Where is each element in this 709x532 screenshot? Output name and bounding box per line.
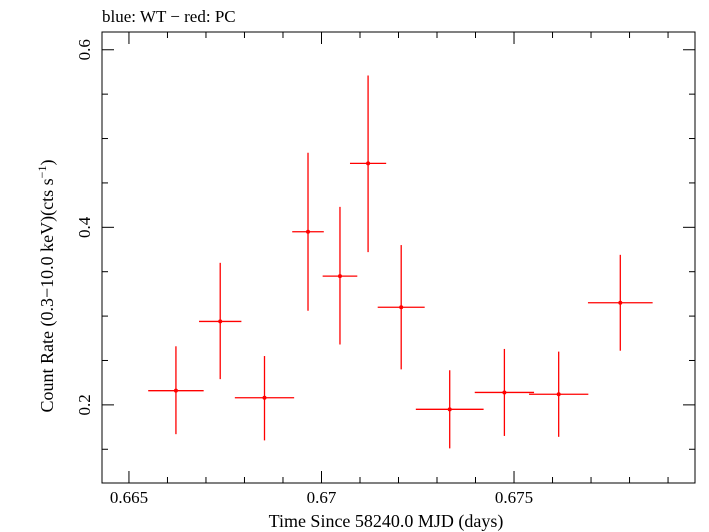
data-marker bbox=[447, 407, 452, 412]
data-marker bbox=[262, 395, 267, 400]
data-marker bbox=[556, 392, 561, 397]
data-point bbox=[292, 152, 324, 311]
chart-title: blue: WT − red: PC bbox=[102, 7, 236, 26]
data-point bbox=[148, 346, 204, 435]
plot-frame bbox=[101, 31, 696, 484]
data-point bbox=[377, 245, 425, 370]
data-point bbox=[474, 348, 535, 436]
y-axis-label-sup: −1 bbox=[35, 166, 49, 179]
data-point bbox=[415, 370, 484, 449]
x-tick-label: 0.665 bbox=[110, 488, 148, 507]
x-tick-label: 0.675 bbox=[495, 488, 533, 507]
data-marker bbox=[337, 274, 342, 279]
data-marker bbox=[502, 390, 507, 395]
y-tick-label: 0.2 bbox=[75, 394, 94, 415]
data-marker bbox=[218, 319, 223, 324]
plot-area bbox=[148, 75, 653, 449]
y-tick-label: 0.4 bbox=[75, 216, 94, 238]
y-axis-ticks: 0.2 0.4 0.6 bbox=[75, 39, 695, 450]
data-marker bbox=[366, 161, 371, 166]
x-axis-label: Time Since 58240.0 MJD (days) bbox=[269, 511, 504, 532]
data-point bbox=[529, 351, 589, 437]
data-marker bbox=[618, 300, 623, 305]
data-marker bbox=[306, 229, 311, 234]
axes-frame bbox=[101, 31, 696, 484]
y-axis-label-main: Count Rate (0.3−10.0 keV)(cts s bbox=[37, 178, 58, 412]
data-point bbox=[349, 75, 387, 253]
data-point bbox=[322, 206, 358, 345]
y-axis-label: Count Rate (0.3−10.0 keV)(cts s−1) bbox=[35, 160, 58, 413]
data-point bbox=[234, 356, 295, 441]
data-marker bbox=[173, 388, 178, 393]
data-marker bbox=[399, 305, 404, 310]
x-axis-ticks: 0.665 0.67 0.675 bbox=[110, 32, 669, 507]
y-tick-label: 0.6 bbox=[75, 39, 94, 60]
data-point bbox=[199, 262, 242, 380]
y-axis-label-close: ) bbox=[37, 160, 58, 166]
data-point bbox=[587, 254, 653, 351]
x-tick-label: 0.67 bbox=[307, 488, 337, 507]
